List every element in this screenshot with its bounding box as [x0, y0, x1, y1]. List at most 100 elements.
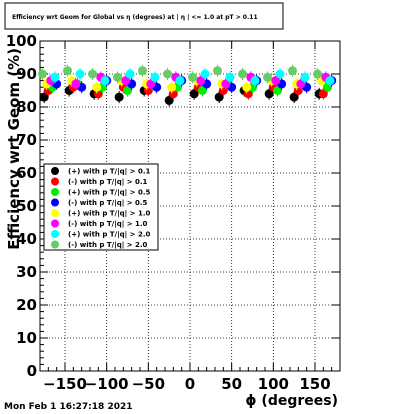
- data-point: [88, 69, 97, 79]
- legend-entry: (+) with p T/|q| > 0.5: [51, 188, 151, 198]
- legend-entry: (+) with p T/|q| > 1.0: [51, 209, 151, 219]
- data-point: [271, 76, 281, 86]
- data-point: [225, 72, 235, 82]
- data-point: [189, 89, 199, 99]
- data-point: [325, 76, 335, 86]
- legend-marker: [51, 209, 59, 217]
- legend-marker: [51, 219, 59, 228]
- legend-label: (+) with p T/|q| > 2.0: [68, 231, 151, 240]
- y-tick-label: 60: [16, 164, 37, 182]
- data-point: [200, 69, 210, 79]
- data-point: [318, 89, 328, 99]
- legend-marker: [51, 177, 59, 186]
- data-point: [138, 66, 147, 76]
- data-point: [288, 66, 297, 76]
- plot-area: [38, 40, 341, 372]
- footer-timestamp: Mon Feb 1 16:27:18 2021: [4, 402, 133, 412]
- y-axis-title: Efficiency wrt Geom (%): [5, 48, 23, 250]
- y-tick-label: 20: [16, 296, 37, 314]
- legend-label: (+) with p T/|q| > 0.1: [68, 168, 151, 177]
- data-point: [296, 79, 306, 89]
- data-point: [39, 92, 49, 102]
- legend-label: (+) with p T/|q| > 0.5: [68, 189, 151, 198]
- data-point: [123, 86, 132, 95]
- x-axis-title: ϕ (degrees): [245, 393, 338, 409]
- data-point: [121, 76, 131, 86]
- data-point: [114, 92, 124, 102]
- legend-entry: (-) with p T/|q| > 2.0: [51, 240, 148, 250]
- x-tick-label: 150: [299, 375, 330, 393]
- legend-entry: (+) with p T/|q| > 2.0: [51, 230, 151, 240]
- data-point: [125, 69, 135, 79]
- y-tick-label: 10: [16, 329, 37, 347]
- legend-label: (-) with p T/|q| > 0.5: [68, 199, 148, 208]
- legend-label: (+) with p T/|q| > 1.0: [68, 210, 151, 219]
- data-point: [221, 79, 231, 89]
- legend-label: (-) with p T/|q| > 2.0: [68, 241, 148, 250]
- data-point: [113, 72, 122, 82]
- data-point: [273, 86, 282, 95]
- data-point: [146, 79, 156, 89]
- data-points: [38, 64, 337, 107]
- data-point: [75, 69, 85, 79]
- data-point: [196, 76, 206, 86]
- legend-marker: [51, 240, 59, 249]
- data-point: [38, 69, 47, 79]
- y-tick-label: 80: [16, 98, 37, 116]
- data-point: [289, 92, 299, 102]
- title-box: Efficiency wrt Geom for Global vs η (deg…: [4, 2, 284, 30]
- data-point: [300, 72, 310, 82]
- y-tick-label: 90: [16, 65, 37, 83]
- data-point: [238, 69, 247, 79]
- data-point: [275, 69, 285, 79]
- data-point: [150, 72, 160, 82]
- y-tick-label: 100: [6, 32, 37, 50]
- legend-entry: (-) with p T/|q| > 1.0: [51, 219, 148, 229]
- legend-entry: (-) with p T/|q| > 0.5: [51, 198, 148, 208]
- legend: (+) with p T/|q| > 0.1(-) with p T/|q| >…: [43, 163, 159, 251]
- data-point: [50, 72, 60, 82]
- y-tick-label: 70: [16, 131, 37, 149]
- data-point: [167, 82, 177, 92]
- legend-box: [43, 163, 159, 251]
- data-point: [188, 72, 197, 82]
- y-tick-label: 30: [16, 263, 37, 281]
- x-tick-label: −150: [43, 375, 87, 393]
- x-tick-label: −50: [132, 375, 165, 393]
- data-point: [242, 82, 252, 92]
- legend-label: (-) with p T/|q| > 1.0: [68, 220, 148, 229]
- x-axis-tick-labels: −150−100 −50 0 50 100 150: [43, 375, 331, 393]
- legend-entry: (+) with p T/|q| > 0.1: [51, 167, 151, 177]
- legend-marker: [51, 167, 59, 175]
- data-point: [313, 69, 322, 79]
- data-point: [250, 76, 260, 86]
- x-tick-label: 100: [258, 375, 289, 393]
- data-point: [264, 89, 274, 99]
- y-tick-label: 0: [27, 362, 37, 380]
- data-point: [164, 95, 174, 105]
- x-tick-label: 0: [185, 375, 195, 393]
- series-6: [50, 68, 335, 87]
- data-point: [263, 72, 272, 82]
- data-point: [213, 66, 222, 76]
- data-point: [198, 86, 207, 95]
- x-tick-label: −100: [85, 375, 129, 393]
- data-point: [214, 92, 224, 102]
- y-tick-label: 40: [16, 230, 37, 248]
- legend-label: (-) with p T/|q| > 0.1: [68, 178, 148, 187]
- data-point: [92, 82, 102, 92]
- y-axis-tick-labels: 0 10 20 30 40 50 60 70 80 90 100: [6, 32, 37, 380]
- data-point: [71, 79, 81, 89]
- y-tick-label: 50: [16, 197, 37, 215]
- legend-marker: [51, 198, 59, 207]
- data-point: [63, 66, 72, 76]
- legend-entries: (+) with p T/|q| > 0.1(-) with p T/|q| >…: [51, 167, 151, 250]
- legend-marker: [51, 230, 59, 238]
- chart-title: Efficiency wrt Geom for Global vs η (deg…: [12, 14, 258, 21]
- data-point: [163, 69, 172, 79]
- legend-marker: [51, 188, 59, 196]
- data-point: [175, 76, 185, 86]
- data-point: [100, 76, 110, 86]
- x-tick-label: 50: [221, 375, 242, 393]
